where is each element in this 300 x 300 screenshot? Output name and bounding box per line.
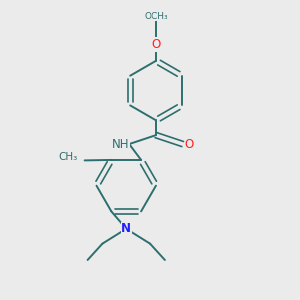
Text: O: O (151, 38, 160, 51)
Text: N: N (121, 222, 131, 235)
Text: OCH₃: OCH₃ (144, 12, 168, 21)
Text: O: O (184, 138, 194, 151)
Text: NH: NH (112, 138, 130, 151)
Text: CH₃: CH₃ (59, 152, 78, 162)
